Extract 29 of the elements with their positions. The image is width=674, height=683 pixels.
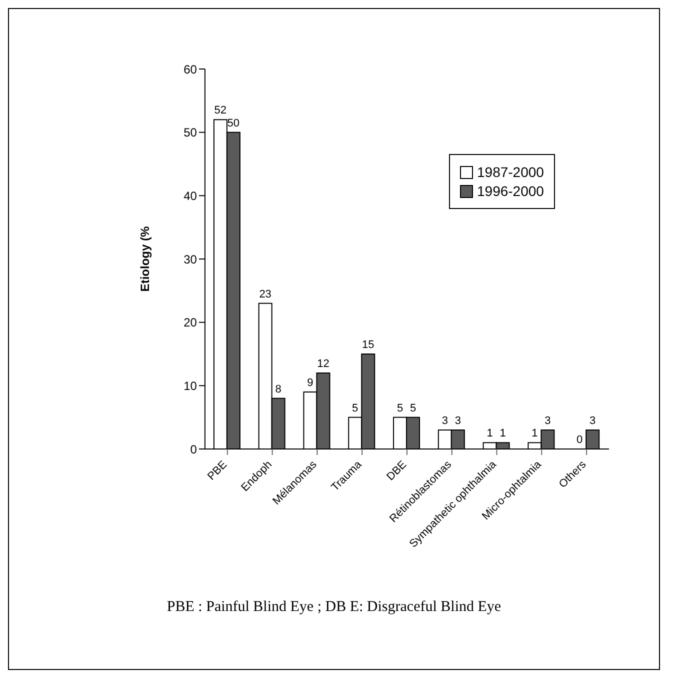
data-label: 5 bbox=[352, 402, 358, 414]
data-label: 52 bbox=[214, 104, 227, 117]
data-label: 3 bbox=[454, 415, 461, 427]
y-tick-label: 50 bbox=[184, 126, 198, 140]
y-axis-title: Etiology (% bbox=[138, 226, 152, 292]
data-label: 8 bbox=[275, 383, 282, 396]
y-tick-label: 0 bbox=[190, 442, 198, 456]
y-tick-label: 60 bbox=[184, 62, 198, 76]
y-tick-label: 20 bbox=[184, 316, 198, 330]
data-label: 12 bbox=[317, 358, 330, 370]
data-label: 3 bbox=[442, 415, 448, 427]
text: PBE : Painful Blind Eye ; DB E: Disgraceful Blind Eye bbox=[166, 599, 502, 616]
legend-label: 1996-2000 bbox=[477, 183, 544, 199]
data-label: 50 bbox=[227, 117, 240, 130]
data-label: 5 bbox=[396, 402, 404, 414]
data-label: 15 bbox=[362, 339, 374, 351]
data-label: 1 bbox=[500, 428, 506, 440]
data-label: 23 bbox=[259, 288, 272, 300]
y-tick-label: 10 bbox=[184, 378, 198, 393]
y-tick-label: 30 bbox=[184, 252, 198, 266]
data-label: 1 bbox=[486, 428, 493, 440]
y-tick-label: 40 bbox=[184, 188, 198, 203]
legend-label: 1987-2000 bbox=[477, 164, 544, 180]
data-label: 5 bbox=[410, 402, 416, 414]
data-label: 3 bbox=[544, 415, 551, 427]
data-label: 3 bbox=[590, 415, 596, 427]
data-label: 9 bbox=[307, 377, 314, 389]
data-label: 0 bbox=[576, 434, 583, 446]
data-label: 1 bbox=[532, 428, 538, 440]
